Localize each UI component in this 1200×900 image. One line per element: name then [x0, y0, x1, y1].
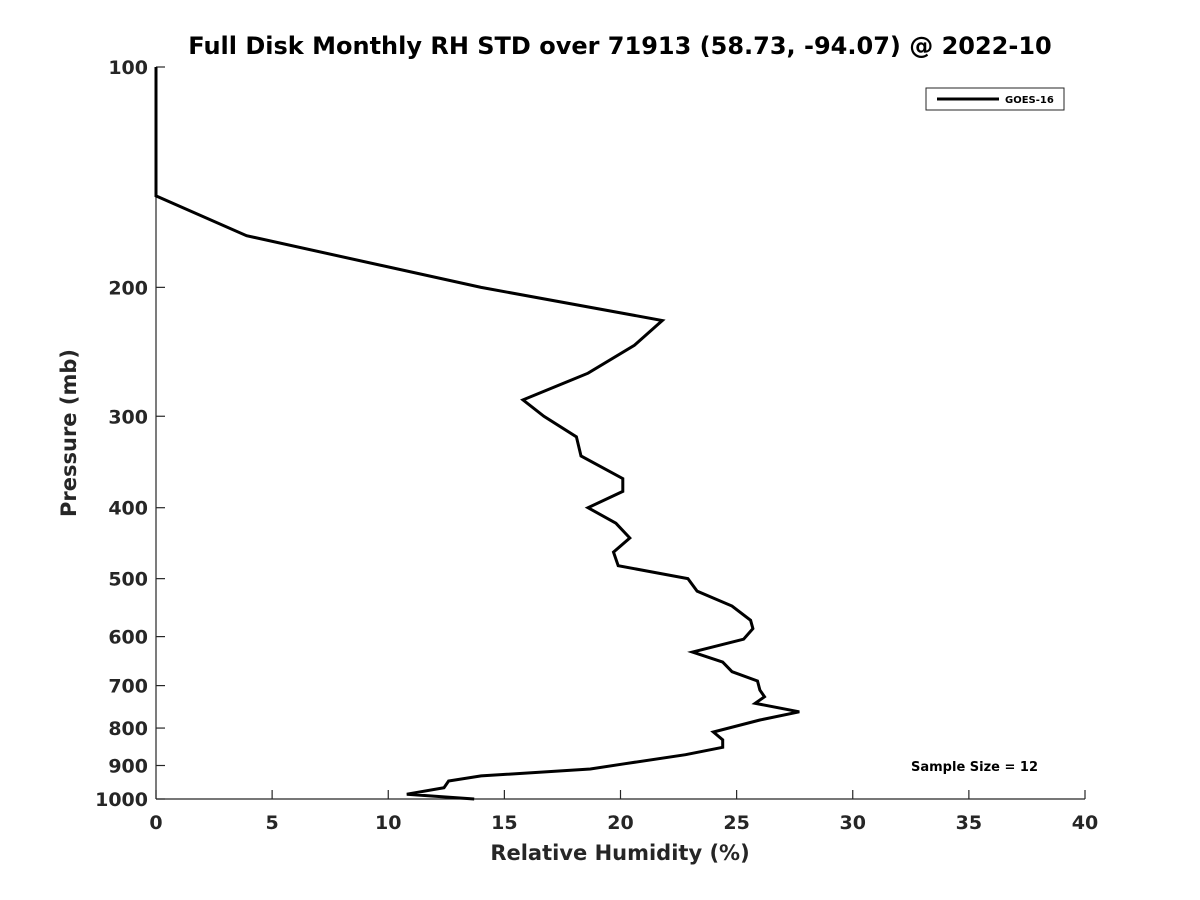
x-tick-label: 20	[607, 812, 633, 834]
y-axis-ticks: 100 200 300 400 500 600 700 800 900 1000	[95, 57, 165, 811]
y-axis-label: Pressure (mb)	[57, 349, 81, 517]
y-tick-label: 1000	[95, 789, 148, 811]
y-tick-label: 700	[108, 676, 148, 698]
y-tick-label: 600	[108, 627, 148, 649]
series-lines	[154, 67, 800, 801]
x-tick-label: 10	[375, 812, 401, 834]
axes	[155, 67, 1085, 800]
x-tick-label: 40	[1072, 812, 1098, 834]
x-tick-label: 25	[723, 812, 749, 834]
x-tick-label: 15	[491, 812, 517, 834]
x-tick-label: 5	[266, 812, 279, 834]
x-axis-ticks: 0 5 10 15 20 25 30 35 40	[149, 790, 1098, 834]
y-tick-label: 100	[108, 57, 148, 79]
x-tick-label: 30	[840, 812, 866, 834]
y-tick-label: 500	[108, 569, 148, 591]
x-tick-label: 0	[149, 812, 162, 834]
chart-title: Full Disk Monthly RH STD over 71913 (58.…	[188, 32, 1051, 60]
y-tick-label: 400	[108, 498, 148, 520]
y-tick-label: 200	[108, 277, 148, 299]
legend-entry: GOES-16	[1005, 95, 1054, 106]
x-tick-label: 35	[956, 812, 982, 834]
series-line	[154, 67, 800, 801]
sample-size-annotation: Sample Size = 12	[911, 760, 1038, 775]
legend: GOES-16	[925, 87, 1065, 111]
y-tick-label: 900	[108, 756, 148, 778]
y-tick-label: 800	[108, 718, 148, 740]
x-axis-label: Relative Humidity (%)	[490, 841, 749, 865]
y-tick-label: 300	[108, 406, 148, 428]
